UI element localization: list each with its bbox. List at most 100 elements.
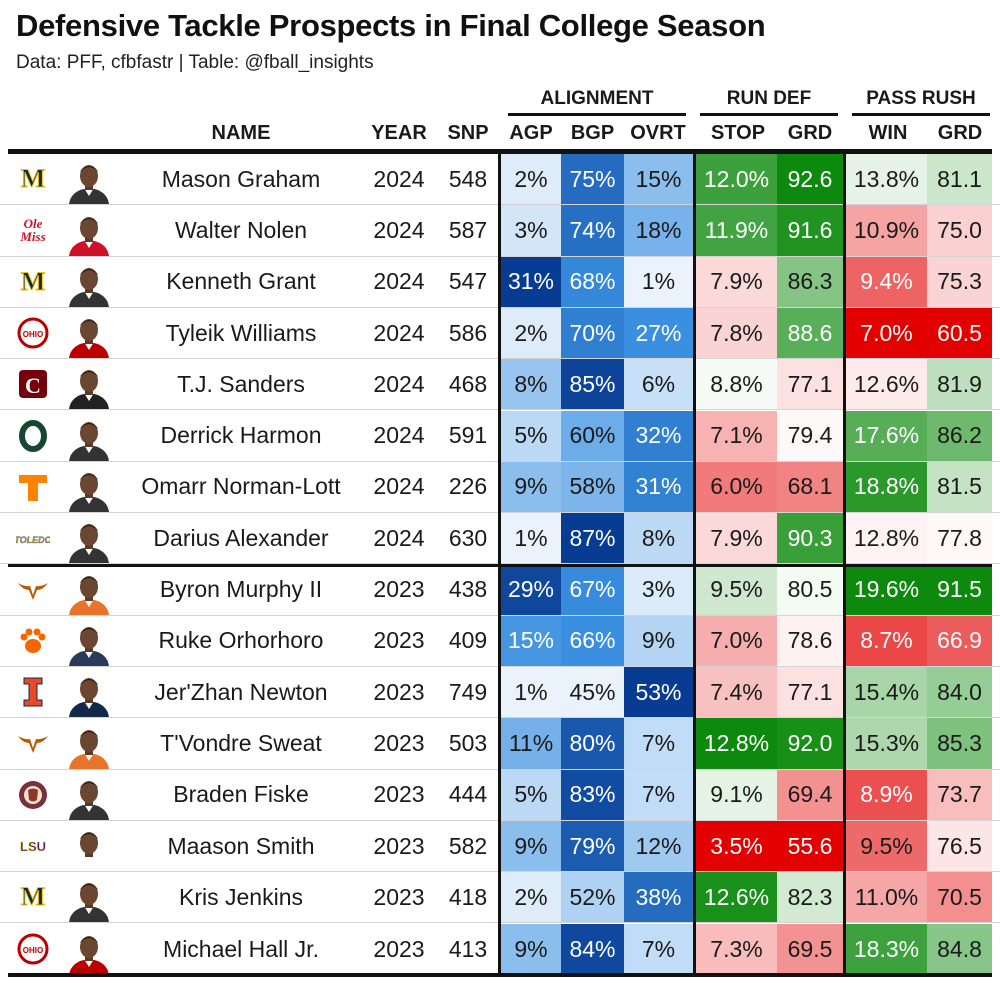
alignment-agp-cell: 1% (501, 513, 561, 564)
group-header-alignment: ALIGNMENT (508, 86, 686, 116)
draft-year: 2024 (373, 165, 425, 192)
column-header-snp: SNP (447, 122, 489, 144)
team-logo-icon: OHIO (8, 924, 58, 975)
player-headshot (58, 308, 120, 359)
player-name: Ruke Orhorhoro (158, 627, 324, 654)
pass-rush-win-cell: 18.3% (846, 923, 927, 975)
svg-text:Miss: Miss (19, 229, 45, 244)
pass-rush-win-cell: 8.9% (846, 769, 927, 820)
alignment-bgp-cell: 74% (561, 205, 624, 256)
team-logo-icon: M (8, 872, 58, 922)
alignment-bgp-cell: 83% (561, 769, 624, 820)
svg-text:M: M (21, 164, 46, 193)
team-logo-icon: TOLEDO (8, 513, 58, 563)
run-def-stop-cell: 7.4% (696, 667, 777, 718)
alignment-agp-cell: 5% (501, 769, 561, 820)
run-def-stop-cell: 7.0% (696, 615, 777, 666)
table-row: OHIO Michael Hall Jr. 2023 413 9% 84% 7% 7.3% 6… (0, 923, 1000, 975)
player-name: Walter Nolen (174, 216, 308, 243)
table-row: T'Vondre Sweat 2023 503 11% 80% 7% 12.8% 92.0 15… (0, 718, 1000, 770)
player-headshot (58, 564, 120, 615)
team-logo-icon (8, 718, 58, 768)
alignment-agp-cell: 9% (501, 820, 561, 872)
pass-rush-grade-cell: 66.9 (927, 615, 992, 666)
run-def-grade-cell: 88.6 (777, 307, 843, 359)
divider-alignment (498, 150, 501, 975)
divider-pass-rush (843, 150, 846, 975)
svg-text:Ole: Ole (24, 216, 43, 231)
column-header-year: YEAR (371, 122, 427, 144)
pass-rush-win-cell: 12.8% (846, 513, 927, 564)
alignment-agp-cell: 2% (501, 872, 561, 923)
group-header-pass-rush: PASS RUSH (852, 86, 990, 116)
player-headshot (58, 667, 120, 718)
run-def-grade-cell: 82.3 (777, 872, 843, 923)
player-name: Michael Hall Jr. (163, 935, 319, 962)
player-headshot (58, 462, 120, 513)
run-def-grade-cell: 78.6 (777, 615, 843, 666)
run-def-stop-cell: 3.5% (696, 820, 777, 872)
alignment-bgp-cell: 58% (561, 461, 624, 513)
run-def-stop-cell: 8.8% (696, 359, 777, 410)
pass-rush-grade-cell: 70.5 (927, 872, 992, 923)
player-headshot (58, 513, 120, 564)
pass-rush-win-cell: 10.9% (846, 205, 927, 256)
draft-year: 2023 (373, 781, 425, 808)
alignment-bgp-cell: 87% (561, 513, 624, 564)
alignment-ovrt-cell: 31% (624, 461, 693, 513)
snap-count: 409 (448, 627, 488, 654)
snap-count: 438 (448, 576, 488, 603)
alignment-ovrt-cell: 6% (624, 359, 693, 410)
alignment-bgp-cell: 79% (561, 820, 624, 872)
player-headshot (58, 924, 120, 975)
player-headshot (58, 718, 120, 769)
draft-year: 2023 (373, 576, 425, 603)
team-logo-icon (8, 616, 58, 666)
table-row: M Kenneth Grant 2024 547 31% 68% 1% 7.9% 86.3 9.… (0, 256, 1000, 308)
run-def-grade-cell: 80.5 (777, 564, 843, 615)
svg-text:C: C (25, 373, 41, 398)
divider-run-def (693, 150, 696, 975)
alignment-agp-cell: 2% (501, 154, 561, 205)
svg-text:OHIO: OHIO (23, 946, 43, 955)
run-def-stop-cell: 12.0% (696, 154, 777, 205)
snap-count: 547 (448, 268, 488, 295)
run-def-grade-cell: 91.6 (777, 205, 843, 256)
alignment-agp-cell: 5% (501, 410, 561, 461)
pass-rush-grade-cell: 91.5 (927, 564, 992, 615)
run-def-stop-cell: 7.9% (696, 513, 777, 564)
alignment-ovrt-cell: 3% (624, 564, 693, 615)
player-name: Jer'Zhan Newton (154, 678, 328, 705)
draft-year: 2023 (373, 883, 425, 910)
alignment-ovrt-cell: 12% (624, 820, 693, 872)
alignment-ovrt-cell: 32% (624, 410, 693, 461)
run-def-grade-cell: 77.1 (777, 667, 843, 718)
alignment-ovrt-cell: 15% (624, 154, 693, 205)
alignment-bgp-cell: 45% (561, 667, 624, 718)
snap-count: 413 (448, 935, 488, 962)
draft-year: 2023 (373, 627, 425, 654)
player-name: T'Vondre Sweat (160, 729, 322, 756)
pass-rush-grade-cell: 76.5 (927, 820, 992, 872)
run-def-grade-cell: 86.3 (777, 256, 843, 307)
snap-count: 503 (448, 729, 488, 756)
player-name: Tyleik Williams (165, 319, 317, 346)
player-name: T.J. Sanders (177, 370, 305, 397)
team-logo-icon (8, 564, 58, 614)
run-def-stop-cell: 7.8% (696, 307, 777, 359)
player-headshot (58, 770, 120, 820)
player-headshot (58, 821, 120, 872)
alignment-ovrt-cell: 27% (624, 307, 693, 359)
svg-text:M: M (21, 882, 46, 911)
player-headshot (58, 616, 120, 666)
column-header-bgp: BGP (570, 122, 615, 144)
chart-title: Defensive Tackle Prospects in Final Coll… (16, 8, 766, 43)
player-headshot (58, 411, 120, 461)
draft-year: 2023 (373, 935, 425, 962)
draft-year: 2023 (373, 678, 425, 705)
player-name: Byron Murphy II (159, 576, 323, 603)
column-header-pass-grd: GRD (937, 122, 983, 144)
player-headshot (58, 359, 120, 410)
pass-rush-win-cell: 17.6% (846, 410, 927, 461)
pass-rush-win-cell: 15.4% (846, 667, 927, 718)
